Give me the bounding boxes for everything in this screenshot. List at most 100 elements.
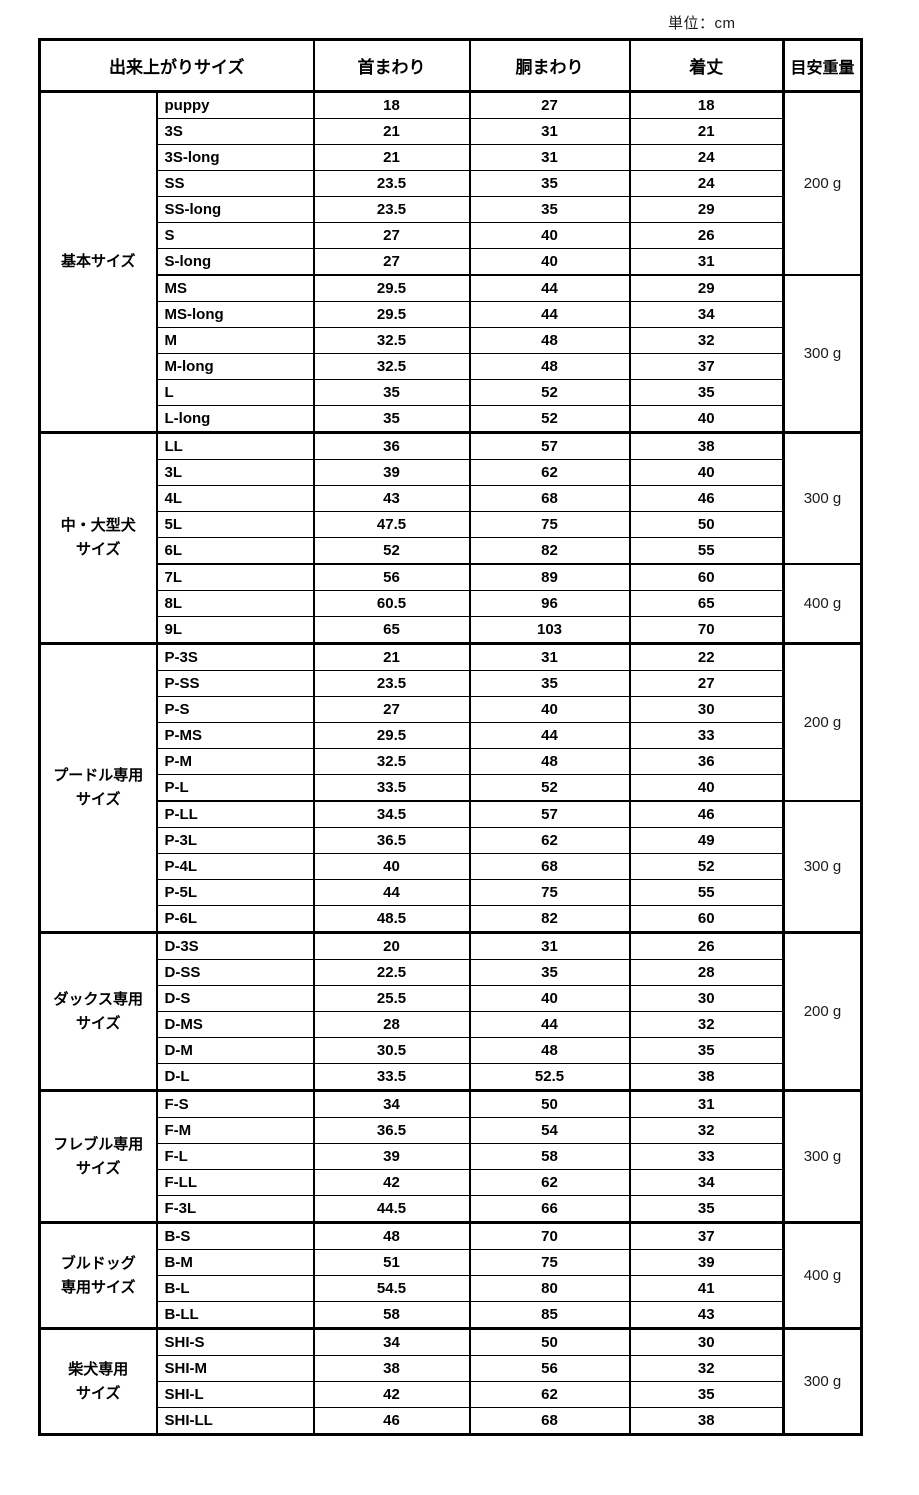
category-cell: ダックス専用 サイズ	[38, 931, 158, 1091]
neck-value-cell: 48.5	[312, 905, 471, 933]
neck-value-cell: 21	[312, 144, 471, 171]
size-name-cell: 4L	[155, 485, 315, 512]
girth-value-cell: 35	[468, 196, 631, 223]
size-name-cell: P-S	[155, 696, 315, 723]
length-value-cell: 24	[628, 144, 785, 171]
length-value-cell: 31	[628, 248, 785, 276]
size-name-cell: MS-long	[155, 301, 315, 328]
table-row: D-M 30.5 48 35	[40, 1037, 862, 1064]
unit-label: 単位：cm	[668, 15, 736, 32]
neck-value-cell: 38	[312, 1355, 471, 1382]
neck-value-cell: 21	[312, 118, 471, 145]
table-row: F-L 39 58 33	[40, 1143, 862, 1170]
girth-value-cell: 52.5	[468, 1063, 631, 1091]
table-row: B-M 51 75 39	[40, 1249, 862, 1276]
table-row: 基本サイズ puppy 18 27 18 200 g	[38, 91, 863, 433]
table-row: F-M 36.5 54 32	[40, 1117, 862, 1144]
girth-value-cell: 48	[468, 327, 631, 354]
size-name-cell: puppy	[155, 91, 315, 119]
girth-value-cell: 58	[468, 1143, 631, 1170]
girth-value-cell: 31	[468, 931, 631, 960]
neck-value-cell: 60.5	[312, 590, 471, 617]
table-row: P-3L 36.5 62 49	[40, 827, 862, 854]
girth-value-cell: 62	[468, 459, 631, 486]
table-row: 3L 39 62 40	[40, 459, 862, 486]
neck-value-cell: 65	[312, 616, 471, 644]
neck-value-cell: 44.5	[312, 1195, 471, 1223]
size-name-cell: S-long	[155, 248, 315, 276]
table-row: 9L 65 103 70	[40, 616, 862, 644]
table-row: SHI-LL 46 68 38	[40, 1407, 862, 1435]
weight-cell: 200 g	[782, 91, 863, 276]
neck-value-cell: 18	[312, 91, 471, 119]
neck-value-cell: 34	[312, 1089, 471, 1118]
table-row: M-long 32.5 48 37	[40, 353, 862, 380]
neck-value-cell: 23.5	[312, 196, 471, 223]
table-row: 柴犬専用 サイズ SHI-S 34 50 30 300 g	[38, 1327, 863, 1435]
size-name-cell: M-long	[155, 353, 315, 380]
length-value-cell: 35	[628, 1037, 785, 1064]
size-name-cell: P-MS	[155, 722, 315, 749]
size-name-cell: F-L	[155, 1143, 315, 1170]
category-cell: プードル専用 サイズ	[38, 642, 158, 933]
neck-value-cell: 42	[312, 1169, 471, 1196]
col-header-weight: 目安重量	[782, 38, 863, 93]
girth-value-cell: 40	[468, 222, 631, 249]
length-value-cell: 38	[628, 1407, 785, 1435]
neck-value-cell: 21	[312, 642, 471, 671]
girth-value-cell: 52	[468, 379, 631, 406]
girth-value-cell: 75	[468, 879, 631, 906]
length-value-cell: 28	[628, 959, 785, 986]
length-value-cell: 60	[628, 563, 785, 591]
neck-value-cell: 58	[312, 1301, 471, 1329]
weight-cell: 400 g	[782, 1221, 863, 1329]
girth-value-cell: 50	[468, 1089, 631, 1118]
category-cell: 基本サイズ	[38, 91, 158, 433]
neck-value-cell: 29.5	[312, 301, 471, 328]
girth-value-cell: 62	[468, 1169, 631, 1196]
neck-value-cell: 33.5	[312, 1063, 471, 1091]
size-name-cell: F-3L	[155, 1195, 315, 1223]
table-row: SHI-L 42 62 35	[40, 1381, 862, 1408]
girth-value-cell: 75	[468, 1249, 631, 1276]
weight-cell: 300 g	[782, 431, 863, 565]
length-value-cell: 37	[628, 353, 785, 380]
table-row: SS-long 23.5 35 29	[40, 196, 862, 223]
length-value-cell: 30	[628, 985, 785, 1012]
col-header-girth: 胴まわり	[468, 38, 631, 93]
neck-value-cell: 29.5	[312, 274, 471, 302]
length-value-cell: 22	[628, 642, 785, 671]
table-row: L-long 35 52 40	[40, 405, 862, 433]
length-value-cell: 27	[628, 670, 785, 697]
neck-value-cell: 27	[312, 248, 471, 276]
girth-value-cell: 82	[468, 537, 631, 565]
size-name-cell: 7L	[155, 563, 315, 591]
girth-value-cell: 31	[468, 642, 631, 671]
size-name-cell: B-M	[155, 1249, 315, 1276]
girth-value-cell: 40	[468, 985, 631, 1012]
neck-value-cell: 43	[312, 485, 471, 512]
girth-value-cell: 44	[468, 274, 631, 302]
weight-cell: 300 g	[782, 800, 863, 933]
table-row: SS 23.5 35 24	[40, 170, 862, 197]
length-value-cell: 55	[628, 537, 785, 565]
length-value-cell: 41	[628, 1275, 785, 1302]
table-row: 7L 56 89 60 400 g	[40, 563, 863, 644]
girth-value-cell: 57	[468, 431, 631, 460]
neck-value-cell: 28	[312, 1011, 471, 1038]
table-row: MS 29.5 44 29 300 g	[40, 274, 863, 433]
table-row: MS-long 29.5 44 34	[40, 301, 862, 328]
girth-value-cell: 68	[468, 1407, 631, 1435]
size-name-cell: F-M	[155, 1117, 315, 1144]
girth-value-cell: 89	[468, 563, 631, 591]
girth-value-cell: 35	[468, 959, 631, 986]
table-row: P-6L 48.5 82 60	[40, 905, 862, 933]
size-name-cell: SHI-LL	[155, 1407, 315, 1435]
girth-value-cell: 35	[468, 170, 631, 197]
length-value-cell: 70	[628, 616, 785, 644]
girth-value-cell: 35	[468, 670, 631, 697]
neck-value-cell: 34	[312, 1327, 471, 1356]
col-header-neck: 首まわり	[312, 38, 471, 93]
neck-value-cell: 32.5	[312, 748, 471, 775]
length-value-cell: 55	[628, 879, 785, 906]
